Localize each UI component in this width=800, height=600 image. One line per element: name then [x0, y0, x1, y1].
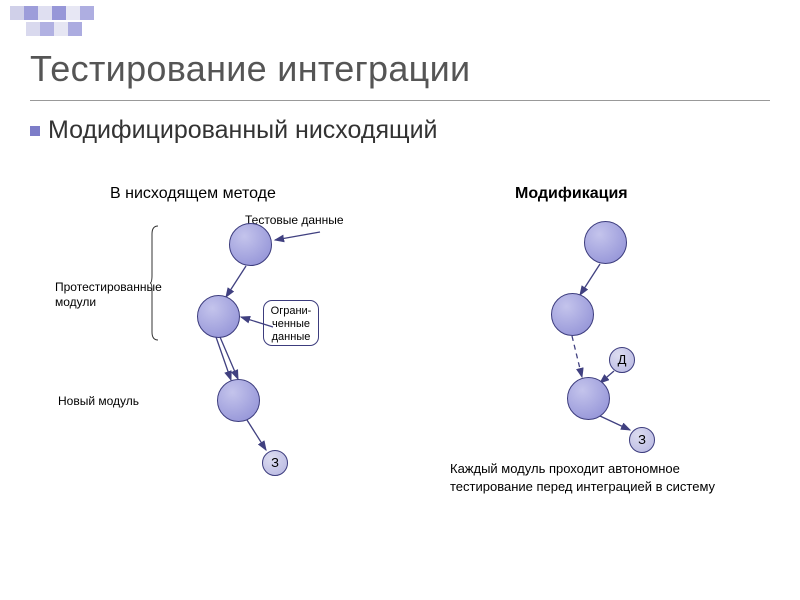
limited-data-text: Ограни- ченные данные	[271, 305, 312, 343]
subtitle: Модифицированный нисходящий	[48, 116, 438, 145]
left-heading: В нисходящем методе	[110, 185, 276, 203]
right-node-2	[567, 377, 610, 420]
right-node-1	[551, 293, 594, 336]
new-module-label: Новый модуль	[58, 394, 139, 409]
right-node-0	[584, 221, 627, 264]
page-title: Тестирование интеграции	[30, 48, 470, 90]
title-underline	[30, 100, 770, 101]
tested-modules-label: Протестированные модули	[55, 280, 162, 310]
left-stub-node: З	[262, 450, 288, 476]
right-stub-node: З	[629, 427, 655, 453]
left-node-2	[217, 379, 260, 422]
left-node-0	[229, 223, 272, 266]
right-heading: Модификация	[515, 185, 628, 203]
decoration-strip	[10, 6, 94, 20]
right-caption: Каждый модуль проходит автономное тестир…	[450, 460, 715, 495]
slide: Тестирование интеграции Модифицированный…	[0, 0, 800, 600]
limited-data-box: Ограни- ченные данные	[263, 300, 319, 346]
right-d-node: Д	[609, 347, 635, 373]
bullet-icon	[30, 126, 40, 136]
left-node-1	[197, 295, 240, 338]
